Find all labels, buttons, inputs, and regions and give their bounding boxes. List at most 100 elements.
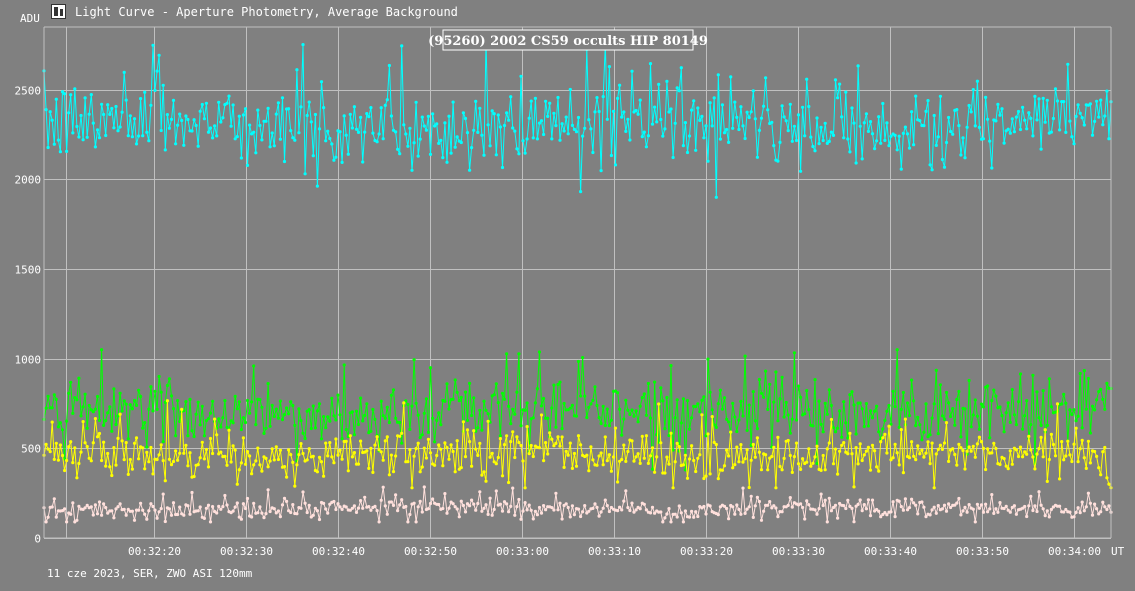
data-point [932,486,936,490]
data-point [716,402,720,406]
data-point [542,132,546,137]
data-point [1039,423,1043,427]
data-point [301,451,305,456]
data-point [169,117,174,121]
data-point [634,455,638,459]
data-point [942,165,947,169]
data-point [332,158,336,162]
data-point [83,392,87,396]
data-point [352,504,356,508]
data-point [685,150,690,155]
x-tick-label: 00:32:40 [312,545,365,558]
data-point [786,438,790,443]
data-point [735,115,739,119]
data-point [877,430,881,434]
data-point [1090,404,1095,408]
data-point [735,429,739,434]
data-point [443,399,447,403]
data-point [371,131,375,135]
data-point [112,387,116,391]
data-point [93,503,97,507]
data-point [81,138,85,142]
data-point [237,114,241,118]
data-point [708,472,712,476]
data-point [258,398,262,402]
data-point [778,140,782,144]
data-point [979,402,984,406]
app-icon[interactable] [51,4,66,19]
data-point [184,400,188,404]
data-point [356,462,361,466]
data-point [373,417,377,421]
data-point [65,419,69,423]
data-point [268,459,272,463]
data-point [609,505,614,510]
data-point [389,393,393,397]
data-point [100,513,104,517]
data-point [147,460,151,464]
data-point [646,134,651,138]
data-point [157,453,161,457]
data-point [468,440,472,444]
data-point [463,116,468,121]
data-point [772,445,776,449]
data-point [486,512,490,517]
data-point [1103,505,1107,509]
data-point [1080,426,1084,430]
data-point [217,504,221,508]
data-point [640,396,644,400]
data-point [303,501,307,505]
data-point [145,130,149,134]
data-point [461,503,465,508]
data-point [326,129,330,133]
data-point [560,122,564,126]
data-point [636,420,640,424]
data-point [605,459,609,463]
data-point [114,507,118,511]
data-point [579,190,583,194]
data-point [572,513,577,517]
data-point [1101,123,1105,127]
data-point [1076,506,1080,510]
data-point [155,457,159,462]
data-point [394,454,398,458]
data-point [328,419,332,423]
data-point [143,421,147,425]
data-point [663,516,667,520]
data-point [685,399,690,403]
data-point [944,421,949,425]
data-point [1088,501,1092,505]
data-point [607,453,612,457]
data-point [944,390,949,395]
data-point [71,501,75,505]
data-point [961,136,965,140]
data-point [1090,513,1095,517]
data-point [675,86,679,90]
data-point [69,440,73,444]
data-point [665,79,669,83]
data-point [901,471,906,475]
data-point [1023,414,1027,418]
data-point [626,117,630,121]
data-point [653,470,657,474]
data-point [622,417,626,421]
data-point [632,510,636,514]
data-point [204,506,208,510]
x-tick-label: 00:32:50 [404,545,457,558]
data-point [433,463,437,467]
data-point [644,145,649,149]
data-point [858,498,862,502]
data-point [233,137,237,141]
data-point [285,475,289,479]
data-point [864,449,869,453]
data-point [299,419,303,423]
data-point [124,513,128,517]
data-point [928,433,932,437]
data-point [110,473,114,478]
data-point [618,459,622,463]
data-point [511,126,515,130]
data-point [1010,505,1014,510]
data-point [1078,510,1082,515]
data-point [338,413,342,417]
data-point [122,507,126,511]
